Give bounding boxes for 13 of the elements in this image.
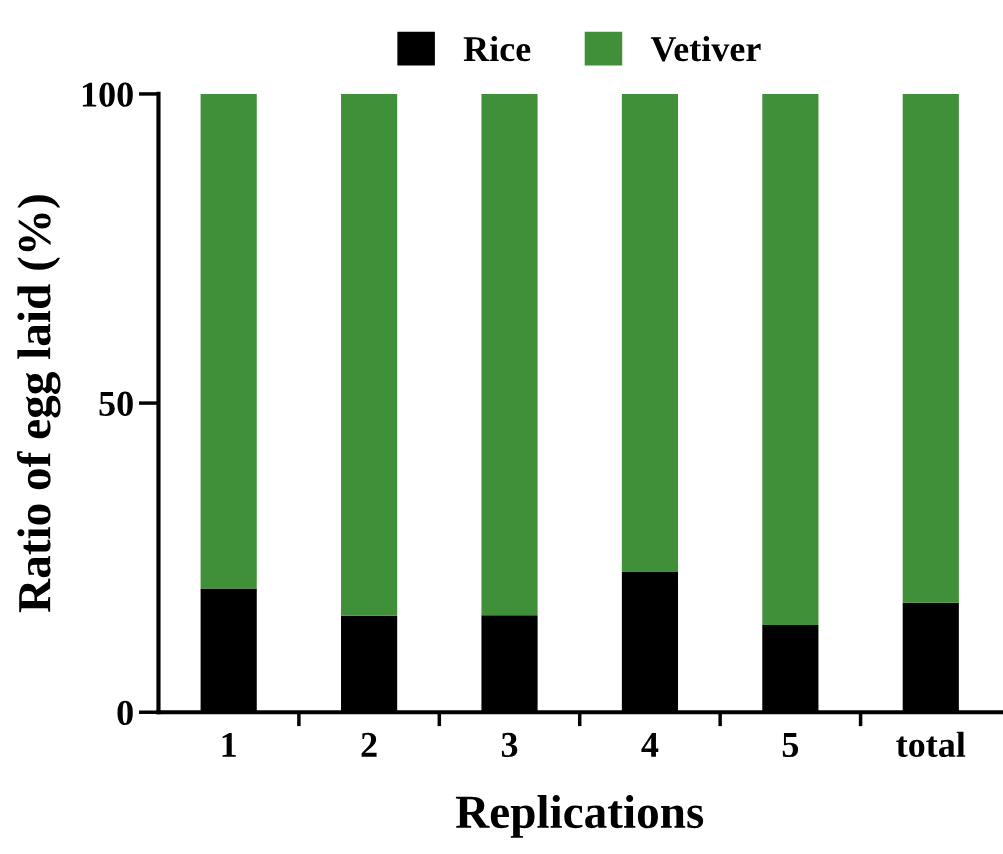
y-tick-label: 100 [82, 82, 133, 107]
x-axis-title: Replications [455, 794, 704, 838]
legend-label: Vetiver [650, 35, 761, 62]
x-tick-label: 2 [361, 732, 377, 757]
x-tick-label: 5 [782, 733, 799, 758]
y-tick-label: 50 [99, 391, 133, 416]
legend-label: Rice [463, 35, 531, 62]
x-tick-label: 3 [501, 732, 518, 758]
x-tick-label: 1 [222, 732, 236, 757]
y-axis-title: Ratio of egg laid (%) [16, 195, 61, 613]
y-tick-label: 0 [117, 700, 133, 726]
x-tick-label: total [896, 731, 966, 758]
x-tick-label: 4 [641, 732, 659, 757]
